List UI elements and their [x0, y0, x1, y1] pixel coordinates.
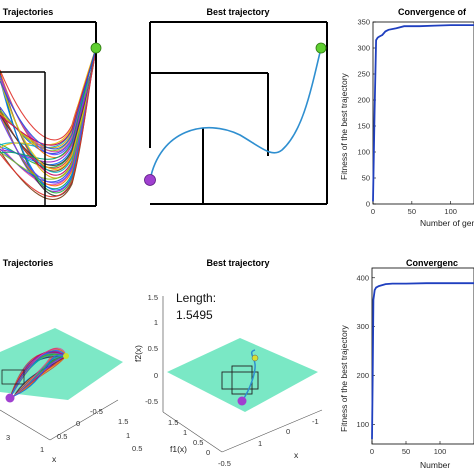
panel-title: Best trajectory [206, 258, 269, 268]
x-tick-label: 0 [370, 447, 374, 456]
panel-title: Trajectories [3, 7, 54, 17]
tick-label: 0.5 [132, 444, 142, 453]
axis-line [0, 409, 51, 441]
start-point [144, 174, 156, 186]
tick-label: 1 [126, 431, 130, 440]
ground-plane [167, 338, 318, 412]
y-tick-label: 300 [356, 322, 369, 331]
y-tick-label: 100 [357, 148, 370, 157]
best-path [149, 47, 322, 181]
x-tick-label: 100 [444, 207, 457, 216]
f1-ticks: 1.5 1 0.5 0 -0.5 [168, 418, 231, 468]
y-axis-label: Fitness of the best trajectory [339, 72, 349, 180]
y-tick-label: 250 [357, 70, 370, 79]
tick-label: 0 [206, 448, 210, 457]
axis-line [221, 409, 323, 453]
tick-label: -0.5 [145, 397, 158, 406]
trajectory-bundle [0, 47, 97, 200]
tick-label: -0.5 [90, 407, 103, 416]
y-tick-label: 50 [362, 174, 370, 183]
axis-line [162, 411, 223, 453]
tick-label: 0 [154, 371, 158, 380]
tick-label: 1.5 [148, 293, 158, 302]
length-label: Length: [176, 291, 216, 305]
tick-label: 0 [286, 427, 290, 436]
x-axis: 0 50 100 [370, 441, 446, 456]
tick-label: -0.5 [218, 459, 231, 468]
length-value: 1.5495 [176, 308, 213, 322]
tick-label: 3 [6, 433, 10, 442]
goal-point [315, 42, 327, 54]
obstacle-box [221, 371, 259, 390]
obstacle-box [1, 369, 25, 385]
chart-title: Convergence of [398, 7, 467, 17]
tick-label: 1 [40, 445, 44, 454]
x-tick-label: 50 [402, 447, 410, 456]
panel-title: Trajectories [3, 258, 54, 268]
y-tick-label: 400 [356, 273, 369, 282]
panel-trajectories-2d: Trajectories [0, 7, 102, 207]
panel-best-trajectory-2d: Best trajectory [144, 7, 328, 205]
y-tick-label: 150 [357, 122, 370, 131]
start-point [237, 396, 247, 406]
x-tick-label: 50 [408, 207, 416, 216]
panel-convergence-top: Convergence of 0 50 100 150 200 250 300 350 0 50… [339, 7, 474, 228]
f1-axis-label: f1(x) [170, 444, 187, 454]
trajectory-bundle [9, 347, 67, 399]
start-point [5, 393, 15, 403]
series-line [371, 282, 474, 440]
tick-label: 1.5 [168, 418, 178, 427]
goal-point [63, 353, 69, 359]
z-axis-label: f2(x) [133, 345, 143, 362]
x-axis-label: Number of gene [420, 218, 474, 228]
panel-best-trajectory-3d: Best trajectory Length: 1.5495 1.5 1 0.5… [133, 258, 323, 468]
chart-title: Convergenc [406, 258, 458, 268]
tick-label: 0 [76, 419, 80, 428]
tick-label: 1.5 [118, 417, 128, 426]
trajectory-curve [0, 47, 97, 150]
y-tick-label: 200 [357, 96, 370, 105]
x-axis-label: Number [420, 460, 450, 470]
plot-frame [371, 267, 474, 445]
tick-label: 1 [154, 318, 158, 327]
panel-trajectories-3d: Trajectories 3 1 0.5 0 -0.5 x 1.5 1 0.5 [0, 258, 142, 464]
series-line [372, 24, 474, 202]
trajectory-curve [0, 47, 97, 198]
tick-label: 1 [258, 439, 262, 448]
plot-frame [372, 21, 474, 205]
y-tick-label: 350 [357, 18, 370, 27]
x-tick-label: 100 [434, 447, 447, 456]
tick-label: 0.5 [193, 438, 203, 447]
x-axis-label: x [294, 450, 299, 460]
axis-label: x [52, 454, 57, 464]
y-tick-label: 200 [356, 371, 369, 380]
x-axis: 0 50 100 [371, 201, 457, 216]
tick-label: 0.5 [57, 432, 67, 441]
panel-convergence-bottom: Convergenc 100 200 300 400 0 50 100 Number Fi… [339, 258, 474, 470]
tick-label: -1 [312, 417, 319, 426]
tick-label: 0.5 [148, 344, 158, 353]
x-tick-label: 0 [371, 207, 375, 216]
y-axis-label: Fitness of the best trajectory [339, 324, 349, 432]
z-ticks: 1.5 1 0.5 0 -0.5 [145, 293, 158, 406]
x-ticks: 1 0 -1 [258, 417, 319, 448]
panel-title: Best trajectory [206, 7, 269, 17]
best-path [241, 349, 256, 402]
y-tick-label: 0 [366, 200, 370, 209]
y-tick-label: 100 [356, 420, 369, 429]
goal-point [251, 354, 259, 362]
goal-point [90, 42, 102, 54]
y-tick-label: 300 [357, 44, 370, 53]
tick-label: 1 [183, 428, 187, 437]
axis-line [49, 399, 119, 441]
